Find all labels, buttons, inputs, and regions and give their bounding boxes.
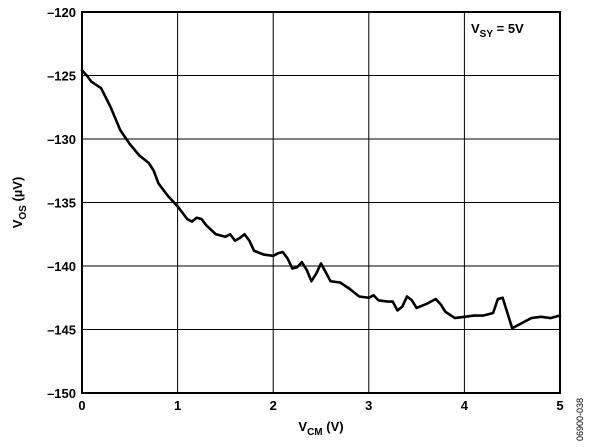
x-tick-label: 4 bbox=[461, 398, 469, 413]
x-axis-label-main: V bbox=[298, 419, 307, 434]
y-tick-label: –150 bbox=[47, 386, 76, 401]
plot-border bbox=[81, 11, 561, 394]
y-tick-label: –120 bbox=[47, 5, 76, 20]
x-tick-label: 2 bbox=[270, 398, 277, 413]
annotation-rest: = 5V bbox=[493, 21, 524, 36]
y-axis-label-rest: (µV) bbox=[10, 177, 25, 205]
x-axis-label: VCM (V) bbox=[298, 419, 343, 438]
annotation: VSY = 5V bbox=[471, 21, 524, 40]
y-tick-label: –145 bbox=[47, 323, 76, 338]
y-tick-label: –130 bbox=[47, 132, 76, 147]
x-tick-label: 5 bbox=[556, 398, 563, 413]
annotation-main: V bbox=[471, 21, 480, 36]
x-axis-label-sub: CM bbox=[307, 427, 323, 438]
y-tick-label: –125 bbox=[47, 69, 76, 84]
annotation-sub: SY bbox=[480, 29, 494, 40]
y-axis-label: VOS (µV) bbox=[10, 177, 29, 229]
x-axis-label-rest: (V) bbox=[323, 419, 344, 434]
y-axis-label-sub: OS bbox=[18, 205, 29, 220]
x-tick-label: 1 bbox=[174, 398, 181, 413]
y-tick-label: –135 bbox=[47, 196, 76, 211]
data-line bbox=[80, 69, 562, 330]
y-axis-label-main: V bbox=[10, 219, 25, 228]
figure-id: 06900-038 bbox=[575, 398, 585, 441]
y-tick-label: –140 bbox=[47, 259, 76, 274]
x-tick-label: 0 bbox=[78, 398, 85, 413]
x-tick-label: 3 bbox=[365, 398, 372, 413]
